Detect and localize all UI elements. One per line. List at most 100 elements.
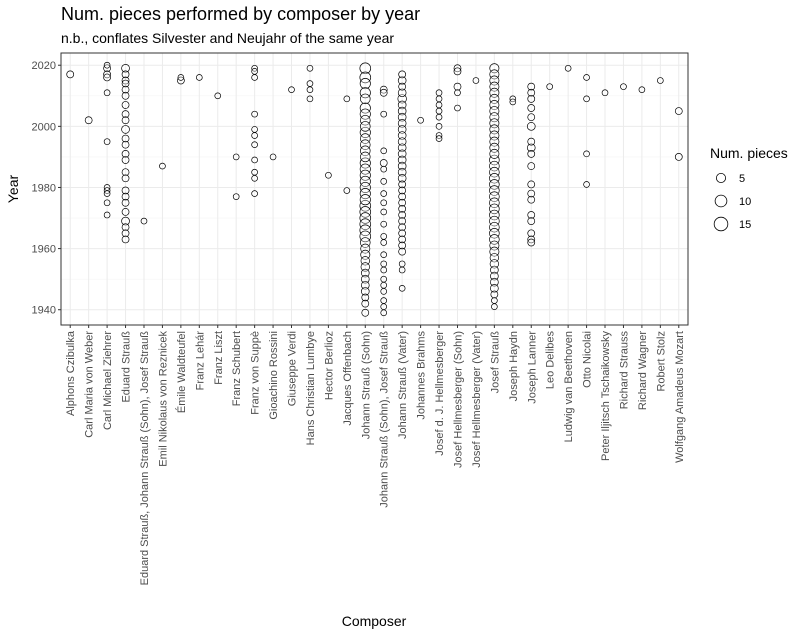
x-tick-label: Richard Strauss [618, 331, 630, 410]
x-tick-label: Carl Michael Ziehrer [102, 331, 114, 430]
legend-title: Num. pieces [710, 145, 788, 161]
data-point [509, 98, 517, 106]
data-point [489, 228, 500, 239]
data-point [121, 198, 130, 207]
data-point [306, 64, 314, 72]
data-point [380, 260, 388, 268]
data-point [121, 208, 130, 216]
data-point [84, 116, 93, 125]
data-point [103, 211, 111, 219]
x-tick-label: Giuseppe Verdi [287, 331, 299, 406]
data-point [398, 260, 406, 268]
data-point [454, 89, 461, 97]
x-tick-label: Hector Berlioz [323, 331, 335, 400]
legend-key [714, 194, 728, 208]
x-tick-label: Josef Hellmesberger (Sohn) [452, 331, 464, 468]
data-point [379, 88, 388, 97]
data-point [379, 85, 388, 94]
data-point [103, 89, 111, 97]
x-tick-label: Josef Strauß [489, 331, 501, 394]
data-point [489, 173, 500, 184]
data-point [417, 116, 424, 124]
data-point [398, 82, 407, 91]
data-point [397, 112, 407, 122]
x-tick-label: Jacques Offenbach [342, 331, 354, 426]
data-point [361, 293, 370, 302]
data-point [360, 151, 371, 163]
data-point [214, 92, 222, 100]
data-point [674, 107, 683, 115]
y-tick-label: 1940 [32, 305, 56, 317]
data-point [435, 95, 443, 103]
data-point [380, 275, 388, 283]
data-point [121, 79, 130, 88]
x-tick-label: Leo Delibes [545, 331, 557, 390]
data-point [490, 277, 499, 287]
data-point [453, 82, 462, 91]
x-tick-label: Hans Christian Lumbye [305, 331, 317, 445]
data-point [121, 116, 130, 125]
data-point [121, 70, 130, 79]
data-point [359, 212, 372, 224]
data-point [251, 156, 258, 164]
x-tick-label: Richard Wagner [637, 331, 649, 410]
data-point [103, 70, 111, 79]
data-point [359, 71, 372, 84]
x-axis: Alphons Czibulka Carl Maria von Weber Carl… [65, 325, 686, 585]
data-point [398, 198, 407, 207]
data-point [398, 205, 407, 213]
data-point [359, 230, 372, 243]
data-point [490, 265, 499, 275]
data-point [489, 179, 500, 190]
data-point [397, 174, 407, 183]
x-tick-label: Émile Waldteufel [175, 331, 188, 413]
data-point [359, 218, 372, 230]
x-tick-label: Emil Nikolaus von Reznicek [157, 331, 169, 467]
data-point [527, 238, 536, 247]
data-point [361, 308, 370, 317]
data-point [398, 235, 407, 244]
legend-key [713, 216, 729, 232]
data-point [325, 171, 332, 179]
data-point [159, 162, 166, 170]
data-point [232, 153, 240, 161]
x-tick-label: Josef d. J. Hellmesberger [434, 331, 446, 456]
data-point [397, 106, 407, 116]
data-point [360, 274, 370, 284]
data-point [359, 157, 371, 169]
data-point [359, 163, 371, 175]
data-point [66, 70, 75, 79]
x-tick-label: Robert Stolz [655, 331, 667, 392]
data-point [360, 139, 371, 150]
x-tick-label: Josef Hellmesberger (Vater) [471, 331, 483, 468]
y-tick-label: 2000 [32, 121, 56, 133]
data-point [527, 94, 536, 103]
data-point [398, 217, 407, 225]
data-point [380, 309, 388, 317]
data-point [380, 233, 388, 240]
data-point [359, 102, 371, 114]
data-point [121, 63, 130, 73]
data-point [526, 122, 536, 131]
x-tick-label: Johann Strauß (Vater) [397, 331, 409, 439]
data-point [397, 131, 407, 140]
x-tick-label: Johann Strauß (Sohn) [360, 331, 372, 439]
data-point [359, 126, 371, 138]
data-point [472, 77, 480, 84]
plot-panel [61, 53, 688, 325]
data-point [583, 74, 590, 81]
data-point [359, 194, 371, 206]
data-point [527, 137, 536, 146]
data-point [121, 101, 130, 109]
data-point [359, 181, 371, 193]
data-point [251, 168, 258, 176]
data-point [397, 161, 407, 171]
data-point [453, 67, 462, 76]
data-point [196, 74, 203, 81]
data-point [489, 259, 500, 269]
data-point [251, 190, 258, 197]
x-tick-label: Franz Liszt [213, 331, 225, 385]
x-tick-label: Alphons Czibulka [65, 330, 77, 416]
data-point [489, 221, 500, 233]
x-tick-label: Johann Strauß (Sohn), Josef Strauß [379, 331, 391, 508]
